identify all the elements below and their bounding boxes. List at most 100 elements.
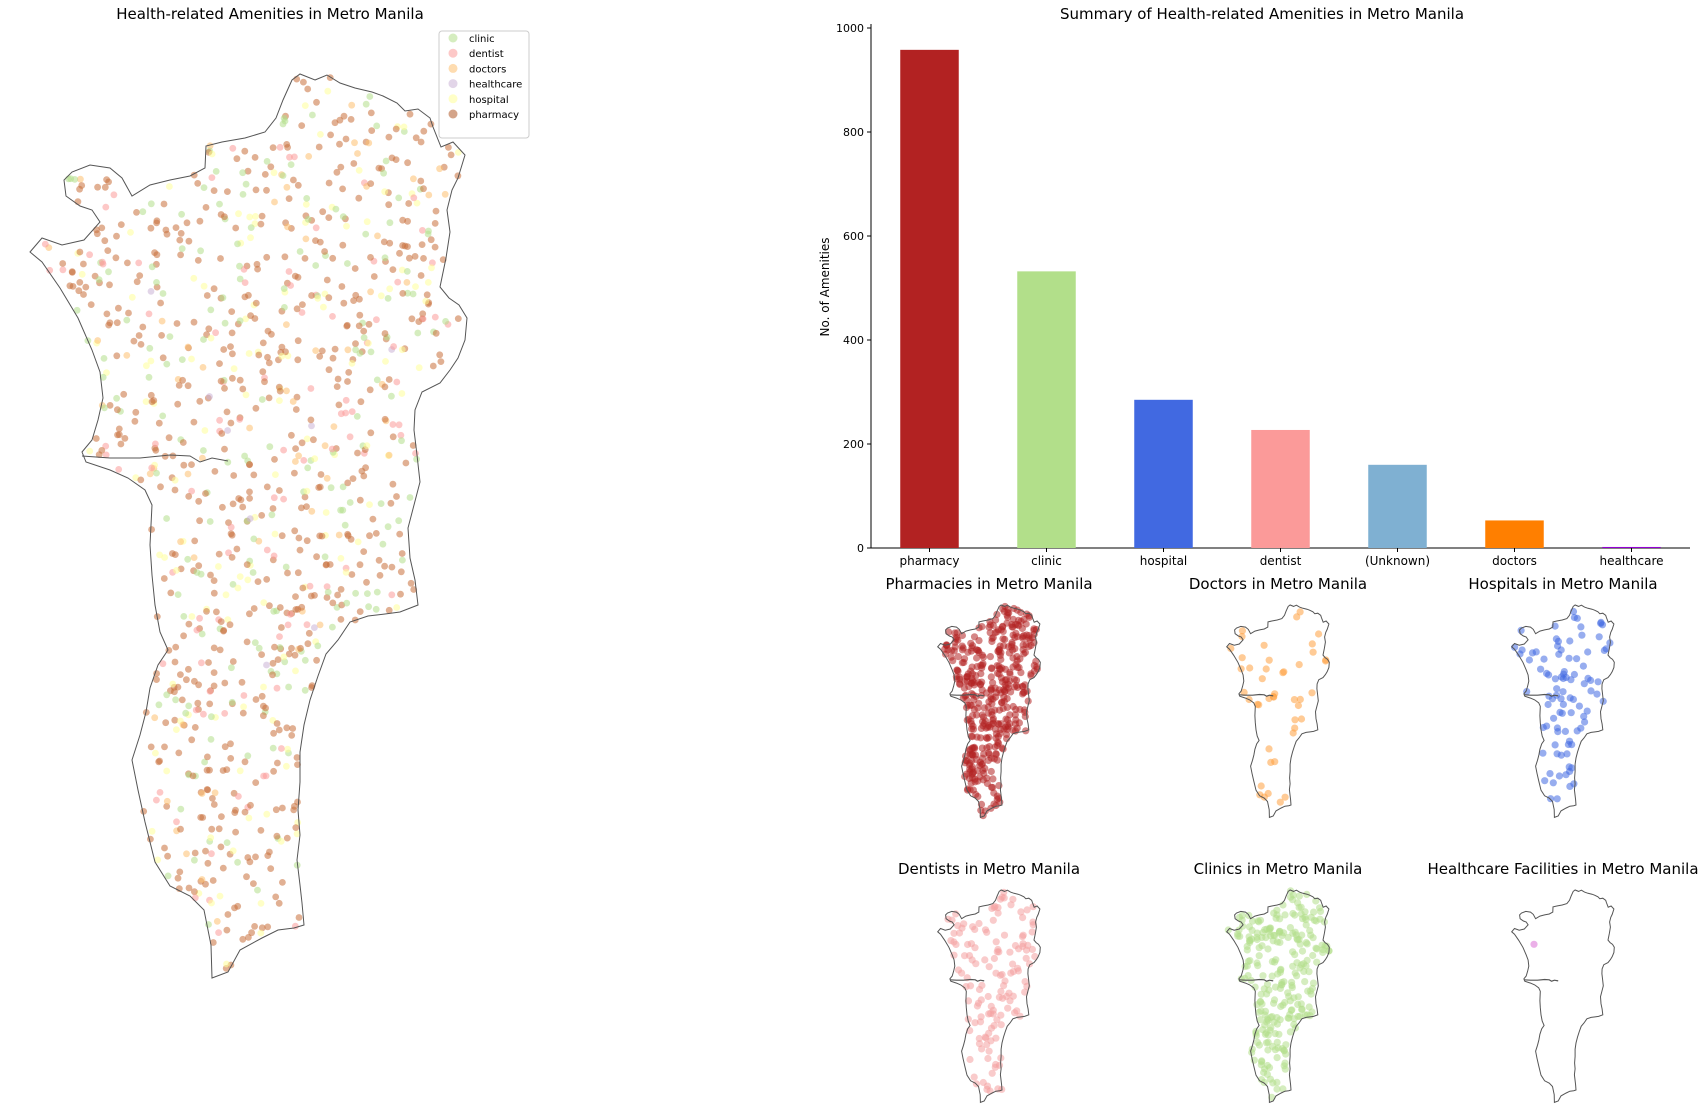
small-map-point: [1289, 896, 1297, 904]
small-map-point: [1579, 662, 1587, 670]
amenity-point: [148, 398, 156, 406]
small-map-point: [1286, 924, 1294, 932]
amenity-point: [276, 397, 283, 404]
small-map-point: [1291, 969, 1299, 977]
amenity-point: [412, 283, 419, 290]
amenity-point: [255, 351, 263, 359]
amenity-point: [161, 743, 168, 751]
amenity-point: [250, 471, 258, 479]
amenity-point: [294, 337, 302, 345]
amenity-point: [188, 355, 195, 363]
amenity-point: [322, 561, 330, 569]
small-map-point: [994, 720, 1002, 728]
amenity-point: [454, 149, 462, 156]
small-map-point: [1025, 631, 1033, 640]
small-map-point: [985, 750, 993, 759]
amenity-point: [247, 234, 254, 242]
amenity-point: [210, 669, 218, 676]
small-map-point: [975, 637, 983, 645]
amenity-point: [87, 301, 95, 308]
amenity-point: [206, 518, 214, 525]
amenity-point: [425, 191, 433, 199]
amenity-point: [310, 436, 317, 444]
small-map-point: [1312, 897, 1320, 905]
small-map-point: [955, 929, 964, 937]
amenity-point: [303, 487, 311, 495]
amenity-point: [167, 589, 175, 597]
amenity-point: [157, 483, 164, 491]
amenity-point: [173, 726, 180, 733]
small-map-point: [995, 706, 1004, 714]
small-map-point: [1549, 779, 1557, 787]
amenity-point: [431, 220, 439, 227]
amenity-point: [148, 263, 156, 271]
amenity-point: [159, 660, 167, 668]
small-map-point: [978, 744, 986, 752]
amenity-point: [182, 709, 190, 717]
amenity-point: [115, 304, 122, 312]
amenity-point: [210, 801, 218, 808]
amenity-point: [157, 299, 165, 307]
amenity-point: [65, 175, 72, 183]
amenity-point: [402, 459, 410, 467]
small-map-point: [973, 1002, 982, 1010]
amenity-point: [217, 618, 225, 625]
small-map-point: [1279, 1085, 1287, 1093]
amenity-point: [263, 661, 270, 669]
amenity-point: [329, 354, 337, 362]
amenity-point: [342, 396, 350, 404]
amenity-point: [158, 332, 166, 339]
amenity-point: [177, 230, 185, 237]
amenity-point: [314, 295, 322, 302]
small-map-point: [1014, 967, 1023, 975]
small-map-point: [1022, 954, 1030, 962]
small-map-point: [1011, 645, 1019, 653]
amenity-point: [142, 398, 150, 405]
small-map-point: [1578, 631, 1586, 639]
amenity-point: [166, 333, 174, 340]
small-map-point: [995, 794, 1003, 802]
small-map-point: [999, 622, 1007, 631]
amenity-point: [244, 167, 252, 175]
amenity-point: [251, 923, 258, 930]
amenity-point: [396, 249, 403, 257]
amenity-point: [139, 208, 147, 216]
amenity-point: [258, 924, 266, 932]
amenity-point: [369, 515, 377, 523]
amenity-point: [333, 168, 341, 176]
amenity-point: [404, 159, 411, 167]
amenity-point: [173, 320, 181, 327]
amenity-point: [276, 604, 284, 611]
amenity-point: [245, 350, 253, 357]
amenity-point: [135, 332, 143, 339]
amenity-point: [419, 315, 427, 323]
amenity-point: [389, 480, 397, 488]
amenity-point: [224, 188, 231, 196]
amenity-point: [321, 553, 329, 561]
small-map-point: [1011, 720, 1020, 728]
amenity-point: [367, 429, 375, 437]
small-map-point: [986, 629, 994, 637]
amenity-point: [147, 288, 155, 295]
small-map-point: [1012, 676, 1021, 684]
small-map-point: [975, 919, 983, 928]
small-map-point: [1261, 926, 1269, 934]
amenity-point: [343, 599, 351, 607]
amenity-point: [353, 413, 361, 420]
amenity-point: [105, 178, 112, 186]
small-map-title: Pharmacies in Metro Manila: [885, 575, 1092, 593]
small-map-point: [996, 730, 1004, 738]
amenity-point: [348, 360, 356, 367]
amenity-point: [303, 435, 311, 443]
amenity-point: [340, 112, 348, 120]
amenity-point: [230, 472, 238, 479]
amenity-point: [270, 767, 277, 775]
amenity-point: [352, 340, 359, 348]
amenity-point: [202, 490, 209, 497]
small-map-point: [1291, 716, 1299, 724]
amenity-point: [197, 247, 205, 255]
small-map-point: [987, 673, 995, 681]
small-map-point: [978, 651, 986, 659]
amenity-point: [304, 216, 312, 223]
small-map-point: [1022, 640, 1030, 649]
